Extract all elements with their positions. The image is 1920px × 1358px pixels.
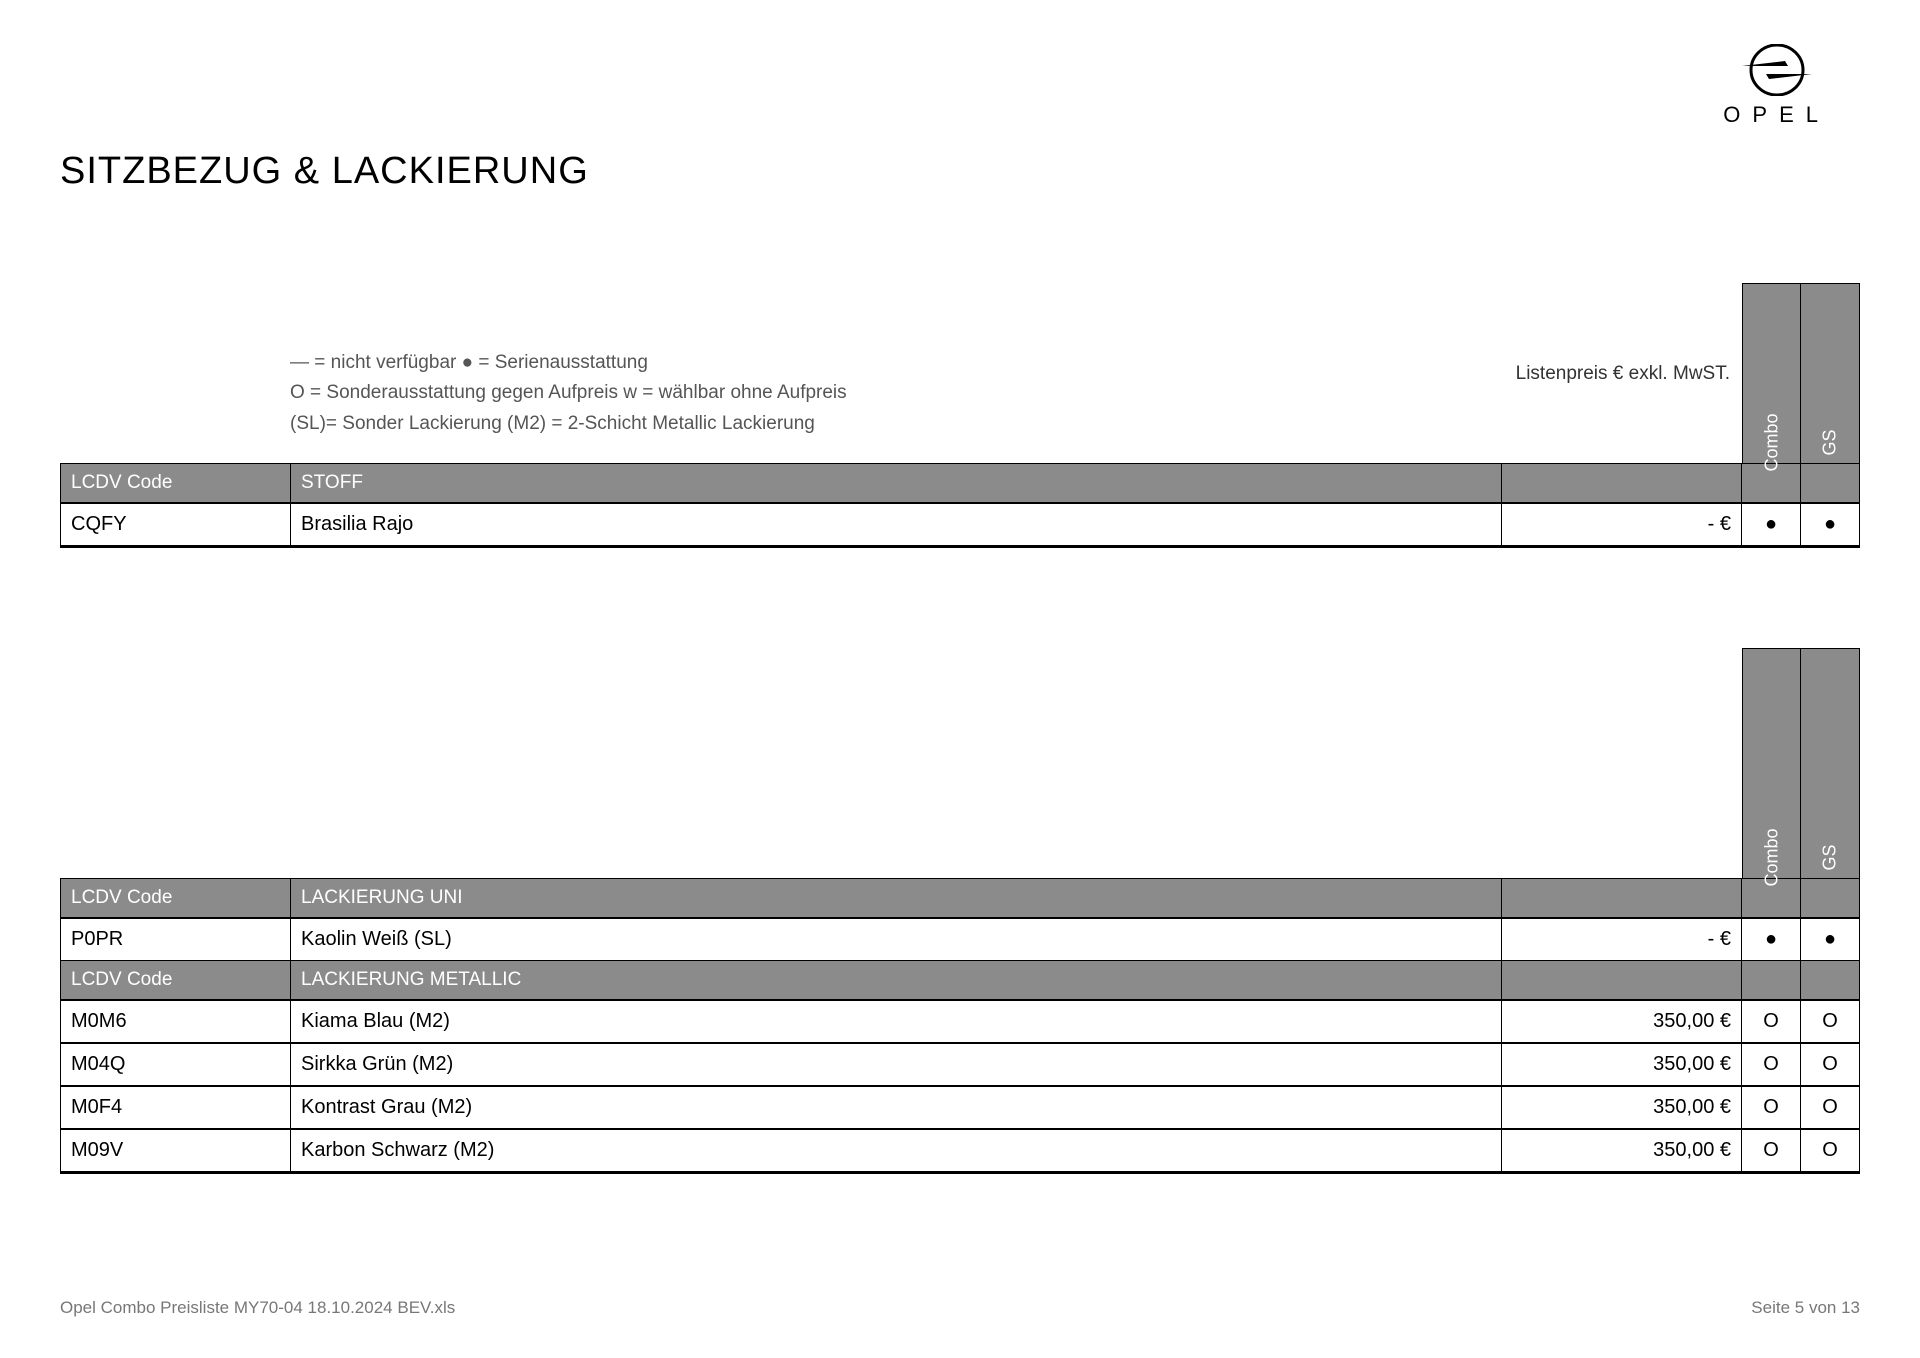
cell-gs: ● [1801,503,1860,547]
cell-code: M0M6 [61,1000,291,1043]
footer-filename: Opel Combo Preisliste MY70-04 18.10.2024… [60,1298,455,1318]
cell-price: 350,00 € [1502,1086,1742,1129]
col-price-header [1502,961,1742,1001]
table-row: M0F4 Kontrast Grau (M2) 350,00 € O O [61,1086,1860,1129]
cell-desc: Kontrast Grau (M2) [291,1086,1502,1129]
trim-col-gs: GS [1801,648,1860,878]
trim-columns-header: Combo GS [1742,648,1860,878]
cell-code: M09V [61,1129,291,1173]
cell-desc: Kaolin Weiß (SL) [291,918,1502,961]
cell-combo: O [1742,1043,1801,1086]
col-code-header: LCDV Code [61,464,291,504]
legend: — = nicht verfügbar ● = Serienausstattun… [290,348,1560,439]
cell-gs: O [1801,1043,1860,1086]
cell-combo: O [1742,1129,1801,1173]
table-row: CQFY Brasilia Rajo - € ● ● [61,503,1860,547]
col-gs-header [1801,961,1860,1001]
page-footer: Opel Combo Preisliste MY70-04 18.10.2024… [60,1298,1860,1318]
cell-gs: ● [1801,918,1860,961]
page-title: SITZBEZUG & LACKIERUNG [60,150,1860,193]
cell-price: - € [1502,503,1742,547]
cell-code: M0F4 [61,1086,291,1129]
table-sitzbezug: — = nicht verfügbar ● = Serienausstattun… [60,463,1860,548]
cell-gs: O [1801,1129,1860,1173]
col-desc-header: LACKIERUNG UNI [291,879,1502,919]
col-combo-header [1742,961,1801,1001]
col-gs-header [1801,879,1860,919]
col-code-header: LCDV Code [61,961,291,1001]
cell-code: M04Q [61,1043,291,1086]
section-header-row: LCDV Code LACKIERUNG UNI [61,879,1860,919]
cell-desc: Karbon Schwarz (M2) [291,1129,1502,1173]
col-code-header: LCDV Code [61,879,291,919]
table-row: M04Q Sirkka Grün (M2) 350,00 € O O [61,1043,1860,1086]
table-row: M09V Karbon Schwarz (M2) 350,00 € O O [61,1129,1860,1173]
trim-columns-header: Combo GS [1742,283,1860,463]
opel-logo: OPEL [1723,44,1830,128]
cell-combo: ● [1742,918,1801,961]
table-lackierung: Combo GS LCDV Code LACKIERUNG UNI P0PR K… [60,878,1860,1174]
cell-desc: Sirkka Grün (M2) [291,1043,1502,1086]
col-desc-header: STOFF [291,464,1502,504]
col-price-header [1502,879,1742,919]
section-header-row: LCDV Code STOFF [61,464,1860,504]
trim-col-combo: Combo [1742,648,1801,878]
cell-desc: Brasilia Rajo [291,503,1502,547]
cell-combo: ● [1742,503,1801,547]
col-price-header [1502,464,1742,504]
cell-price: 350,00 € [1502,1000,1742,1043]
legend-line: — = nicht verfügbar ● = Serienausstattun… [290,348,1560,378]
cell-code: CQFY [61,503,291,547]
price-header: Listenpreis € exkl. MwST. [1510,363,1730,385]
legend-line: O = Sonderausstattung gegen Aufpreis w =… [290,378,1560,408]
table-row: P0PR Kaolin Weiß (SL) - € ● ● [61,918,1860,961]
table-row: M0M6 Kiama Blau (M2) 350,00 € O O [61,1000,1860,1043]
trim-col-combo: Combo [1742,283,1801,463]
brand-name: OPEL [1723,102,1830,128]
cell-price: 350,00 € [1502,1129,1742,1173]
cell-gs: O [1801,1000,1860,1043]
cell-desc: Kiama Blau (M2) [291,1000,1502,1043]
cell-combo: O [1742,1000,1801,1043]
footer-page-number: Seite 5 von 13 [1751,1298,1860,1318]
section-header-row: LCDV Code LACKIERUNG METALLIC [61,961,1860,1001]
trim-col-gs: GS [1801,283,1860,463]
cell-gs: O [1801,1086,1860,1129]
cell-combo: O [1742,1086,1801,1129]
cell-price: 350,00 € [1502,1043,1742,1086]
col-gs-header [1801,464,1860,504]
legend-line: (SL)= Sonder Lackierung (M2) = 2-Schicht… [290,409,1560,439]
cell-price: - € [1502,918,1742,961]
col-desc-header: LACKIERUNG METALLIC [291,961,1502,1001]
cell-code: P0PR [61,918,291,961]
